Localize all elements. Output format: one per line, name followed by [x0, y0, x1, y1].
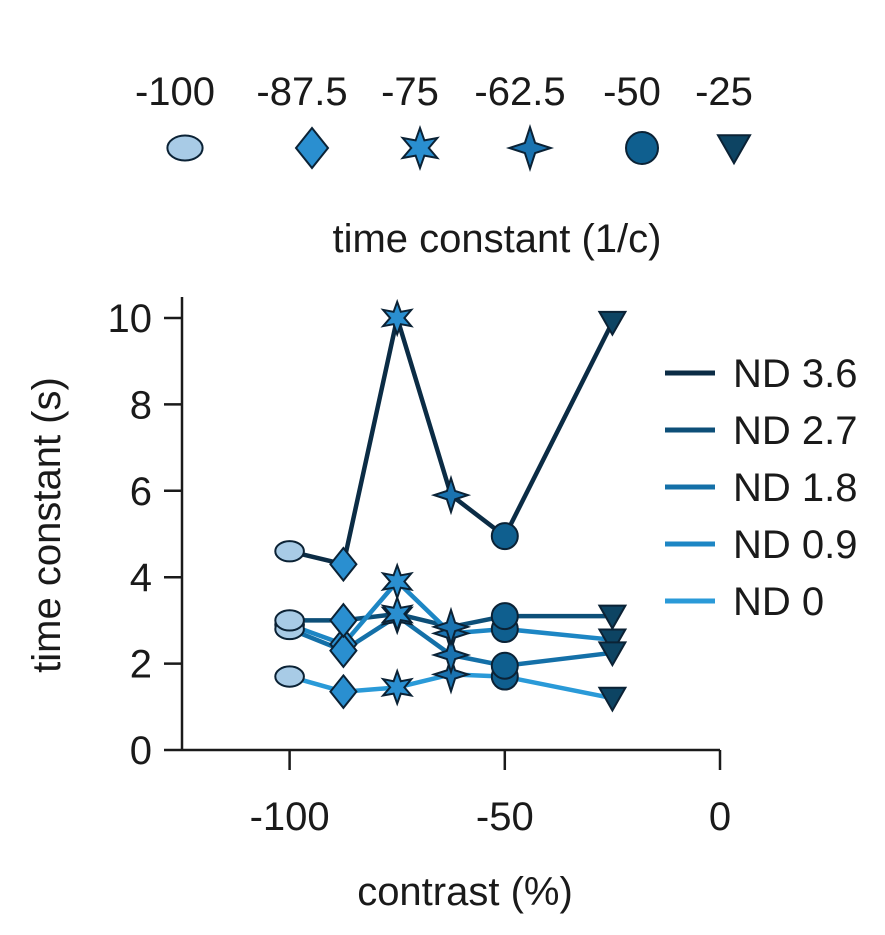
marker-key-label: -62.5 [474, 70, 565, 114]
marker-key-label: -25 [695, 70, 753, 114]
triangle-down-marker [597, 604, 628, 631]
ellipse-marker [274, 609, 305, 632]
diamond-marker [329, 673, 358, 710]
triangle-down-marker [716, 134, 752, 166]
y-tick-label: 4 [130, 556, 152, 600]
diamond-marker [329, 632, 358, 669]
marker-key-label: -75 [381, 70, 439, 114]
legend-label: ND 3.6 [733, 352, 858, 396]
y-tick-label: 10 [108, 297, 153, 341]
y-tick-label: 8 [130, 383, 152, 427]
series-line [289, 315, 615, 567]
marker-key-label: -100 [135, 70, 215, 114]
star4-marker [430, 634, 472, 676]
marker-key: -100 -87.5 -75 -62.5 -50 -25 [135, 70, 753, 173]
legend-label: ND 2.7 [733, 409, 858, 453]
legend-label: ND 1.8 [733, 466, 858, 510]
star6-marker [380, 594, 414, 634]
chart-title: time constant (1/c) [332, 217, 661, 261]
x-tick-label: -100 [250, 795, 330, 839]
triangle-down-marker [597, 641, 628, 668]
triangle-down-marker [597, 686, 628, 713]
series-markers [274, 298, 628, 713]
y-axis-label: time constant (s) [25, 377, 69, 673]
ellipse-marker [166, 134, 204, 162]
y-tick-label: 6 [130, 470, 152, 514]
star4-marker [430, 474, 472, 516]
marker-key-label: -50 [603, 70, 661, 114]
legend: ND 3.6 ND 2.7 ND 1.8 ND 0.9 ND 0 [665, 352, 858, 624]
legend-label: ND 0 [733, 580, 824, 624]
star6-marker [400, 125, 440, 171]
diamond-marker [329, 602, 358, 639]
ellipse-marker [274, 665, 305, 688]
triangle-down-marker [597, 310, 628, 337]
circle-marker [490, 602, 519, 631]
star6-marker [380, 298, 414, 338]
marker-key-label: -87.5 [256, 70, 347, 114]
y-tick-label: 2 [130, 643, 152, 687]
star4-marker [430, 606, 472, 648]
x-tick-label: 0 [709, 795, 731, 839]
star4-marker [505, 123, 555, 173]
circle-marker [490, 651, 519, 680]
circle-marker [490, 522, 519, 551]
diamond-marker [294, 126, 330, 170]
star6-marker [380, 668, 414, 707]
axes: -100 -50 0 0 2 4 6 8 10 [108, 297, 731, 839]
circle-marker [625, 131, 659, 165]
x-tick-label: -50 [476, 795, 534, 839]
y-tick-label: 0 [130, 729, 152, 773]
diamond-marker [329, 546, 358, 583]
legend-label: ND 0.9 [733, 523, 858, 567]
x-axis-label: contrast (%) [357, 870, 573, 914]
ellipse-marker [274, 540, 305, 563]
